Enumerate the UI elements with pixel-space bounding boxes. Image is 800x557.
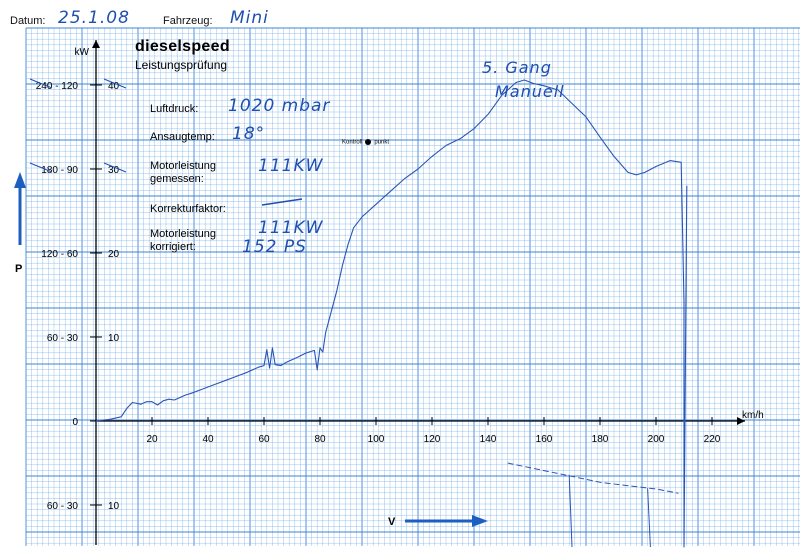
- y-tick-label-kw: 20: [108, 249, 120, 260]
- y-tick-label-kw: 30: [108, 165, 120, 176]
- x-tick-label: 100: [368, 434, 385, 445]
- power-arrowhead: [14, 172, 26, 188]
- kontroll-punkt: Kontroll punkt: [342, 139, 389, 146]
- ansaugtemp-label: Ansaugtemp:: [150, 131, 215, 143]
- scale-strike-mark: [29, 78, 53, 89]
- x-tick-label: 80: [314, 434, 326, 445]
- y-axis-arrowhead: [92, 40, 100, 48]
- mode-note: Manuell: [495, 82, 565, 101]
- motorleistung-gemessen-label-1: Motorleistung: [150, 160, 217, 172]
- x-tick-label: 200: [648, 434, 665, 445]
- loss-curve-drop: [568, 474, 573, 548]
- x-tick-label: 60: [258, 434, 270, 445]
- brand-subtitle: Leistungsprüfung: [135, 58, 228, 72]
- y-tick-label-ps-kw: 240 - 120: [36, 81, 79, 92]
- luftdruck-label: Luftdruck:: [150, 103, 199, 115]
- x-tick-label: 140: [480, 434, 497, 445]
- korrekturfaktor-dash: [261, 198, 303, 206]
- motorleistung-gemessen-label-2: gemessen:: [150, 173, 204, 185]
- y-tick-label-kw: 10: [108, 333, 120, 344]
- y-tick-label-ps-kw: 60 - 30: [47, 333, 79, 344]
- kontroll-right-label: punkt: [374, 139, 390, 146]
- x-tick-label: 220: [704, 434, 721, 445]
- y-tick-label-kw: 10: [108, 501, 120, 512]
- korrekturfaktor-label: Korrekturfaktor:: [150, 203, 226, 215]
- motorleistung-korrigiert-value-2: 152 PS: [242, 237, 307, 257]
- brand-logo: dieselspeed: [135, 38, 230, 55]
- gear-note: 5. Gang: [482, 58, 552, 77]
- loss-curve-drop: [647, 488, 651, 548]
- y-unit-label: kW: [75, 47, 90, 58]
- power-arrow-label: P: [15, 263, 22, 275]
- motorleistung-korrigiert-label-2: korrigiert:: [150, 241, 196, 253]
- loss-curve: [507, 462, 679, 494]
- x-unit-label: km/h: [742, 410, 764, 421]
- ansaugtemp-value: 18°: [232, 124, 266, 144]
- kontroll-left-label: Kontroll: [342, 139, 363, 146]
- y-tick-label-ps-kw: 60 - 30: [47, 501, 79, 512]
- scale-strike-mark: [103, 78, 127, 89]
- speed-arrow-label: V: [388, 516, 396, 528]
- y-tick-label-ps-kw: 180 - 90: [41, 165, 78, 176]
- x-tick-label: 20: [146, 434, 158, 445]
- x-axis-arrowhead: [737, 417, 745, 425]
- kontroll-dot: [365, 139, 372, 145]
- motorleistung-gemessen-value: 111KW: [258, 156, 324, 176]
- x-tick-label: 160: [536, 434, 553, 445]
- x-tick-label: 120: [424, 434, 441, 445]
- x-tick-label: 40: [202, 434, 214, 445]
- datum-label: Datum:: [10, 15, 46, 27]
- x-tick-label: 180: [592, 434, 609, 445]
- fahrzeug-label: Fahrzeug:: [163, 15, 213, 27]
- power-curve: [95, 79, 688, 548]
- motorleistung-korrigiert-label-1: Motorleistung: [150, 228, 217, 240]
- datum-value: 25.1.08: [58, 8, 130, 28]
- speed-arrowhead: [472, 515, 488, 527]
- y-tick-label-ps-kw: 120 - 60: [41, 249, 78, 260]
- y-tick-label-ps-kw: 0: [72, 417, 78, 428]
- scale-strike-mark: [103, 162, 127, 173]
- y-tick-label-kw: 40: [108, 81, 120, 92]
- fahrzeug-value: Mini: [230, 8, 269, 28]
- motorleistung-korrigiert-value-1: 111KW: [258, 218, 324, 238]
- scale-strike-mark: [29, 162, 53, 173]
- luftdruck-value: 1020 mbar: [228, 96, 331, 116]
